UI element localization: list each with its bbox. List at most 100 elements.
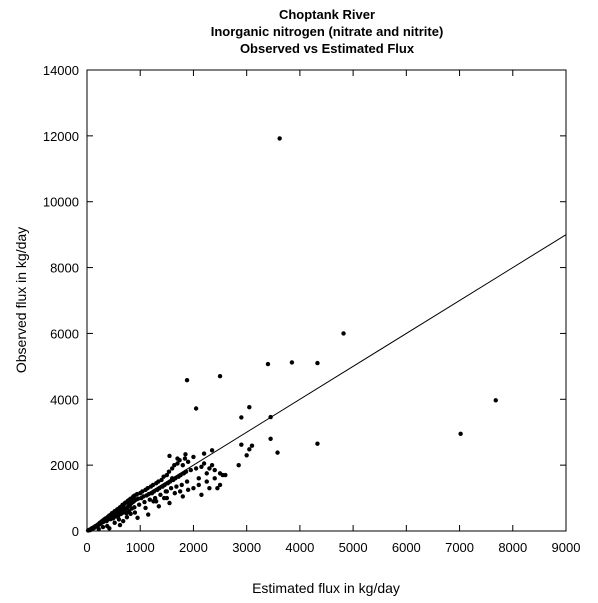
data-point [178,489,182,493]
data-point [186,460,190,464]
x-tick-label: 6000 [392,540,421,555]
data-point [157,504,161,508]
x-tick-label: 9000 [552,540,581,555]
data-point [205,471,209,475]
data-point [210,448,214,452]
data-point [202,451,206,455]
data-point [173,491,177,495]
data-points [86,136,498,532]
data-point [266,362,270,366]
data-point [268,415,272,419]
data-point [132,505,136,509]
data-point [207,486,211,490]
data-point [247,447,251,451]
data-point [101,525,105,529]
data-point [247,405,251,409]
data-point [213,468,217,472]
x-tick-label: 0 [83,540,90,555]
y-tick-label: 4000 [50,392,79,407]
data-point [118,523,122,527]
y-axis-ticks: 0 2000 4000 6000 8000 10000 12000 14000 [43,63,566,539]
data-point [128,512,132,516]
y-tick-label: 14000 [43,63,79,78]
data-point [221,473,225,477]
data-point [175,456,179,460]
data-point [143,506,147,510]
x-axis-title: Estimated flux in kg/day [252,580,400,596]
data-point [215,486,219,490]
x-tick-label: 8000 [498,540,527,555]
data-point [180,483,184,487]
data-point [186,488,190,492]
data-point [169,486,173,490]
data-point [205,479,209,483]
data-point [167,470,171,474]
data-point [183,452,187,456]
data-point [107,526,111,530]
x-tick-label: 1000 [126,540,155,555]
data-point [162,496,166,500]
data-point [183,456,187,460]
data-point [290,360,294,364]
data-point [197,483,201,487]
data-point [236,463,240,467]
y-tick-label: 10000 [43,195,79,210]
data-point [244,453,248,457]
data-point [197,476,201,480]
data-point [151,499,155,503]
y-tick-label: 12000 [43,129,79,144]
data-point [194,466,198,470]
data-point [158,493,162,497]
data-point [199,493,203,497]
data-point [250,444,254,448]
data-point [315,442,319,446]
data-point [97,527,101,531]
data-point [341,331,345,335]
data-point [194,406,198,410]
data-point [239,415,243,419]
x-tick-label: 5000 [339,540,368,555]
data-point [185,479,189,483]
x-tick-label: 3000 [232,540,261,555]
data-point [133,510,137,514]
data-point [181,494,185,498]
data-point [210,463,214,467]
data-point [213,476,217,480]
data-point [165,489,169,493]
data-point [174,484,178,488]
data-point [184,470,188,474]
data-point [191,486,195,490]
y-axis-title: Observed flux in kg/day [13,227,29,373]
data-point [170,476,174,480]
data-point [275,450,279,454]
y-tick-label: 0 [72,524,79,539]
data-point [268,437,272,441]
y-tick-label: 2000 [50,458,79,473]
data-point [117,517,121,521]
data-point [121,519,125,523]
y-tick-label: 6000 [50,326,79,341]
data-point [277,136,281,140]
data-point [185,378,189,382]
data-point [181,463,185,467]
data-point [494,398,498,402]
data-point [125,515,129,519]
x-tick-label: 2000 [179,540,208,555]
x-tick-label: 7000 [445,540,474,555]
data-point [135,516,139,520]
data-point [458,432,462,436]
data-point [112,521,116,525]
data-point [218,374,222,378]
data-point [142,500,146,504]
plot-frame [87,70,566,531]
data-point [315,361,319,365]
data-point [167,454,171,458]
data-point [137,502,141,506]
data-point [189,468,193,472]
data-point [202,461,206,465]
data-point [167,501,171,505]
y-tick-label: 8000 [50,261,79,276]
x-tick-label: 4000 [285,540,314,555]
data-point [239,443,243,447]
